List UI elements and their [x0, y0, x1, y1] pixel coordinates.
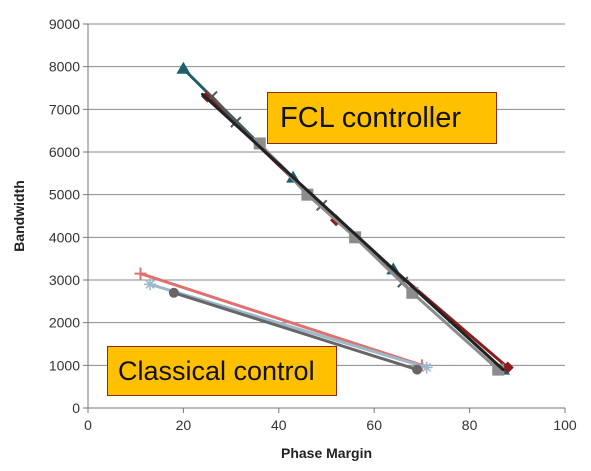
y-axis-title: Bandwidth	[11, 180, 27, 252]
fcl-controller-callout: FCL controller	[267, 92, 497, 144]
x-tick-label-40: 40	[271, 417, 287, 433]
x-tick-label-60: 60	[366, 417, 382, 433]
y-tick-label-7000: 7000	[49, 101, 80, 117]
series-layer	[134, 61, 514, 376]
series-0-point-0	[176, 61, 191, 74]
series-5	[134, 267, 428, 372]
series-6	[144, 278, 433, 374]
series-6-line	[148, 282, 429, 369]
series-7	[168, 287, 423, 375]
series-1-point-2	[501, 361, 514, 374]
y-tick-label-0: 0	[72, 400, 80, 416]
series-6-point-0	[144, 278, 157, 291]
y-tick-label-5000: 5000	[49, 187, 80, 203]
series-7-line	[172, 291, 419, 372]
y-tick-label-1000: 1000	[49, 357, 80, 373]
tick-labels: 0 1000 2000 3000 4000 5000 6000 7000 8000 9000 0 20…	[49, 16, 577, 433]
axes-layer	[87, 24, 565, 409]
series-6-point-1	[420, 361, 433, 374]
series-3-point-0	[253, 137, 266, 150]
classical-control-callout: Classical control	[107, 346, 337, 396]
series-3-point-2	[349, 231, 362, 244]
y-tick-label-3000: 3000	[49, 272, 80, 288]
series-7-point-0	[168, 287, 179, 298]
series-5-point-0	[134, 267, 147, 280]
y-tick-label-6000: 6000	[49, 144, 80, 160]
y-tick-label-4000: 4000	[49, 229, 80, 245]
y-tick-label-8000: 8000	[49, 59, 80, 75]
series-5-line	[139, 272, 424, 367]
x-tick-label-20: 20	[176, 417, 192, 433]
x-tick-label-100: 100	[553, 417, 577, 433]
grid-layer	[88, 23, 565, 366]
x-axis-title: Phase Margin	[281, 445, 372, 461]
series-4	[201, 92, 505, 372]
series-4-line	[201, 92, 505, 372]
series-2-point-1	[230, 116, 242, 128]
y-tick-label-9000: 9000	[49, 16, 80, 32]
x-tick-label-0: 0	[84, 417, 92, 433]
y-tick-label-2000: 2000	[49, 315, 80, 331]
series-7-point-1	[412, 364, 423, 375]
x-tick-label-80: 80	[462, 417, 478, 433]
